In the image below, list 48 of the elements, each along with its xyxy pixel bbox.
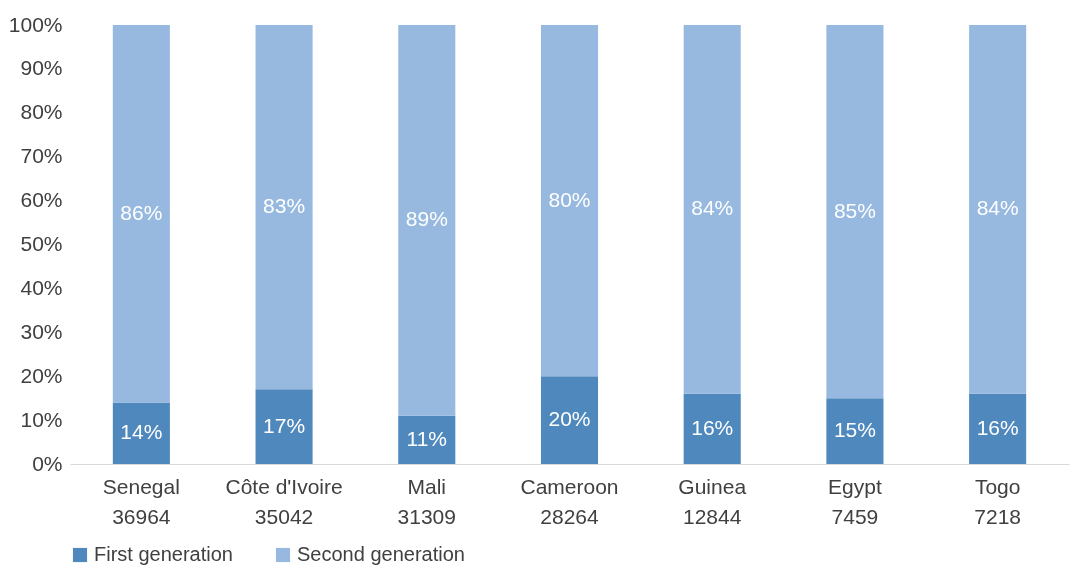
bar <box>826 398 884 464</box>
y-tick-label: 10% <box>20 407 63 431</box>
bar <box>969 25 1027 394</box>
y-tick-label: 40% <box>20 275 63 299</box>
bar <box>398 415 456 464</box>
bar <box>540 25 599 377</box>
data-label: 86% <box>120 200 163 224</box>
y-tick-label: 70% <box>20 144 63 168</box>
x-tick-label: Togo 7218 <box>974 474 1021 528</box>
x-tick-label: Egypt 7459 <box>828 474 882 528</box>
y-tick-label: 90% <box>20 56 63 80</box>
data-label: 85% <box>833 198 876 222</box>
bar <box>683 25 741 394</box>
data-label: 80% <box>548 187 591 211</box>
data-label: 17% <box>263 413 306 437</box>
y-tick-label: 20% <box>20 363 63 387</box>
y-tick-label: 60% <box>20 188 63 212</box>
x-tick-label: Senegal 36964 <box>102 474 180 528</box>
data-label: 84% <box>976 196 1019 220</box>
data-label: 11% <box>406 426 448 450</box>
x-tick-label: Côte d'Ivoire 35042 <box>225 474 343 528</box>
bar <box>826 25 884 399</box>
data-label: 15% <box>833 418 876 442</box>
bar <box>112 25 170 403</box>
bar <box>683 393 741 464</box>
data-label: 89% <box>405 207 448 231</box>
bar <box>969 393 1027 464</box>
data-label: 14% <box>120 420 163 444</box>
data-label: 84% <box>691 196 734 220</box>
legend-label: First generation <box>94 543 233 565</box>
bar <box>540 376 599 464</box>
legend-label: Second generation <box>297 543 465 565</box>
y-tick-label: 30% <box>20 319 63 343</box>
data-label: 83% <box>263 194 306 218</box>
bar <box>255 25 313 390</box>
x-tick-label: Mali 31309 <box>397 474 456 528</box>
y-tick-label: 0% <box>32 451 63 475</box>
y-tick-label: 100% <box>8 12 63 36</box>
bar <box>112 402 170 464</box>
data-label: 16% <box>976 415 1019 439</box>
x-tick-label: Cameroon 28264 <box>520 474 619 528</box>
data-label: 20% <box>548 407 591 431</box>
y-tick-label: 50% <box>20 232 63 255</box>
bar <box>255 389 313 464</box>
x-tick-label: Guinea 12844 <box>678 474 747 528</box>
data-label: 16% <box>691 415 734 439</box>
bar <box>398 25 456 416</box>
y-tick-label: 80% <box>20 100 63 124</box>
